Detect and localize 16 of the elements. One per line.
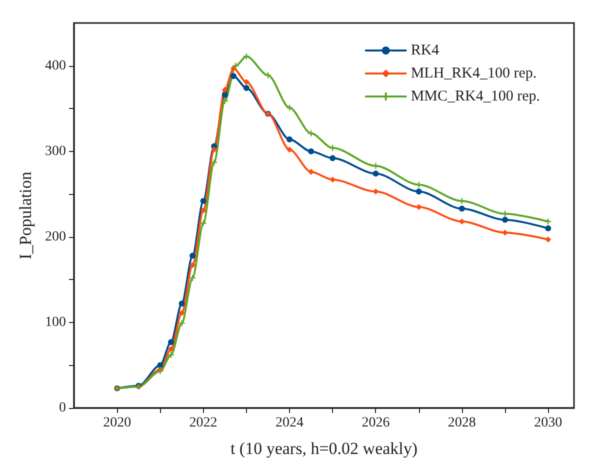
legend-label: RK4 <box>410 42 440 58</box>
legend-label: MMC_RK4_100 rep. <box>410 88 540 104</box>
y-tick-label: 300 <box>45 144 66 159</box>
legend-label: MLH_RK4_100 rep. <box>410 66 537 82</box>
x-tick-label: 2020 <box>103 416 132 430</box>
y-tick-label: 0 <box>59 400 66 416</box>
x-tick-label: 2024 <box>276 416 304 430</box>
x-tick-label: 2030 <box>534 416 562 430</box>
x-tick-label: 2026 <box>362 416 390 430</box>
y-tick-label: 100 <box>45 314 66 330</box>
y-tick-label: 200 <box>45 229 66 244</box>
x-axis-title: t (10 years, h=0.02 weakly) <box>230 439 418 458</box>
y-axis-title: I_Population <box>16 171 35 260</box>
x-tick-label: 2028 <box>448 416 476 430</box>
x-tick-label: 2022 <box>189 416 218 430</box>
y-tick-label: 400 <box>45 58 66 74</box>
